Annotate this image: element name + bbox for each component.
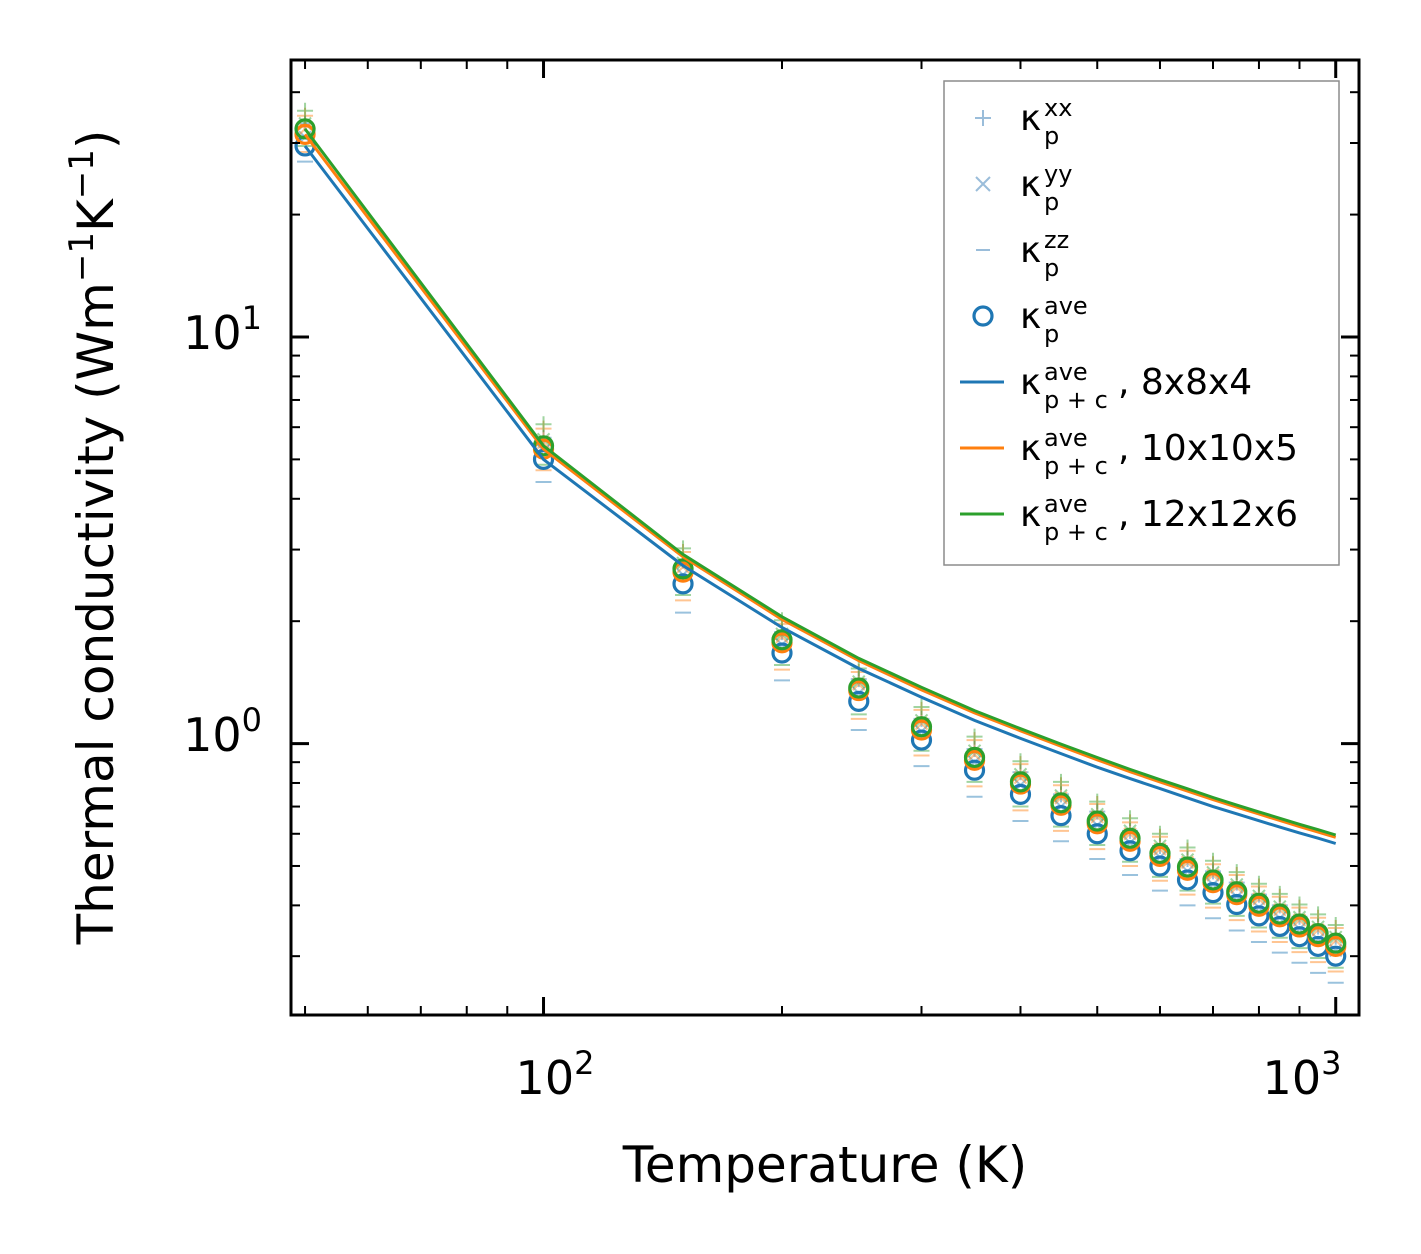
point-10x10x5-kxx-300 [913,701,930,718]
legend-label-kzz: κ zz p [1020,226,1069,282]
point-12x12x6-kxx-550 [1122,810,1139,827]
y-tick-label-10: 101 [183,299,262,360]
point-12x12x6-kave-850 [1269,903,1291,925]
line-kpc-12x12x6 [303,127,1337,837]
point-12x12x6-kave-750 [1226,881,1248,903]
point-12x12x6-kave-200 [771,629,793,651]
point-10x10x5-kxx-400 [1012,756,1029,773]
y-tick-labels: 100 101 [183,299,262,762]
point-10x10x5-kxx-100 [535,420,552,437]
x-tick-label-100: 102 [516,1044,595,1105]
point-12x12x6-kave-900 [1288,913,1311,935]
point-12x12x6-kave-1000 [1325,932,1347,954]
point-12x12x6-kxx-350 [966,728,983,745]
point-12x12x6-kave-300 [910,716,933,738]
legend-label-kyy: κ yy p [1020,160,1072,216]
x-tick-labels: 102 103 [516,1044,1342,1105]
point-12x12x6-kave-150 [672,558,694,580]
point-8x8x4-kave-800 [1248,905,1270,927]
point-8x8x4-kave-350 [963,759,986,781]
point-12x12x6-kave-250 [848,677,870,699]
point-12x12x6-kxx-300 [913,699,930,716]
point-12x12x6-kxx-400 [1012,753,1029,770]
point-12x12x6-kave-550 [1119,827,1141,849]
point-8x8x4-kave-400 [1009,783,1032,805]
line-kpc-8x8x4 [303,145,1337,845]
x-axis-label: Temperature (K) [622,1136,1027,1194]
legend-marker-cross [975,176,991,192]
point-8x8x4-kave-250 [848,690,870,712]
legend-label-kave: κ ave p [1020,292,1088,348]
point-12x12x6-kave-50 [294,118,316,140]
line-kpc-10x10x5 [303,133,1337,839]
legend-box [943,80,1340,566]
point-12x12x6-kxx-850 [1271,885,1288,902]
point-12x12x6-kave-400 [1009,771,1032,793]
point-12x12x6-kxx-100 [535,416,552,433]
series-ave-8x8x4 [294,135,1347,967]
point-12x12x6-kave-800 [1248,892,1270,914]
point-12x12x6-kxx-700 [1205,852,1222,869]
point-8x8x4-kave-700 [1202,882,1224,904]
point-8x8x4-kave-1000 [1325,945,1347,967]
y-axis-label: Thermal conductivity (Wm−1K−1) [62,130,125,946]
point-12x12x6-kxx-800 [1250,875,1267,892]
point-12x12x6-kxx-750 [1228,864,1245,881]
point-8x8x4-kave-200 [771,642,793,664]
x-tick-label-1000: 103 [1263,1044,1342,1105]
point-10x10x5-kxx-750 [1228,867,1245,884]
point-12x12x6-kave-500 [1086,810,1108,832]
point-10x10x5-kxx-650 [1179,842,1196,859]
legend-label-12x12x6: κ ave p + c, 12x12x6 [1020,490,1298,546]
legend-marker-circle [972,305,994,327]
point-12x12x6-kave-650 [1176,856,1199,878]
point-10x10x5-kxx-500 [1089,796,1106,813]
point-10x10x5-kxx-450 [1053,777,1069,794]
point-12x12x6-kxx-950 [1310,906,1327,923]
plot-frame [289,58,1361,1017]
legend-label-kxx: κ xx p [1020,94,1072,150]
point-12x12x6-kxx-600 [1151,825,1168,842]
point-8x8x4-kave-450 [1050,805,1072,827]
point-10x10x5-kxx-600 [1151,828,1168,845]
point-10x10x5-kxx-800 [1250,878,1267,895]
point-12x12x6-kxx-1000 [1327,916,1344,933]
legend-label-10x10x5: κ ave p + c, 10x10x5 [1020,424,1298,480]
point-8x8x4-kave-300 [910,729,933,751]
legend-markers [960,110,1004,516]
point-12x12x6-kxx-50 [297,102,314,119]
point-8x8x4-kave-850 [1269,915,1291,938]
y-tick-label-1: 100 [183,701,262,762]
point-10x10x5-kxx-900 [1291,899,1308,916]
point-12x12x6-kave-450 [1050,792,1072,814]
point-8x8x4-kave-650 [1176,869,1199,891]
plot-area [294,102,1347,984]
point-10x10x5-kxx-850 [1271,888,1288,905]
point-10x10x5-kxx-350 [966,732,983,749]
axis-ticks [291,60,1359,1015]
point-8x8x4-kave-750 [1226,893,1248,916]
point-12x12x6-kave-600 [1149,842,1171,864]
point-8x8x4-kave-150 [672,573,694,595]
point-12x12x6-kave-700 [1202,869,1224,891]
point-8x8x4-kave-600 [1149,855,1171,877]
point-12x12x6-kxx-900 [1291,896,1308,913]
point-8x8x4-kave-500 [1086,823,1108,845]
point-12x12x6-kxx-650 [1179,839,1196,856]
point-12x12x6-kxx-500 [1089,793,1106,810]
point-12x12x6-kxx-450 [1053,773,1069,790]
point-12x12x6-kave-950 [1307,922,1329,945]
point-8x8x4-kave-550 [1119,840,1141,862]
legend-label-8x8x4: κ ave p + c, 8x8x4 [1020,358,1252,414]
series-10x10x5 [297,107,1344,973]
legend-marker-plus [975,110,991,126]
point-12x12x6-kave-350 [963,746,986,768]
